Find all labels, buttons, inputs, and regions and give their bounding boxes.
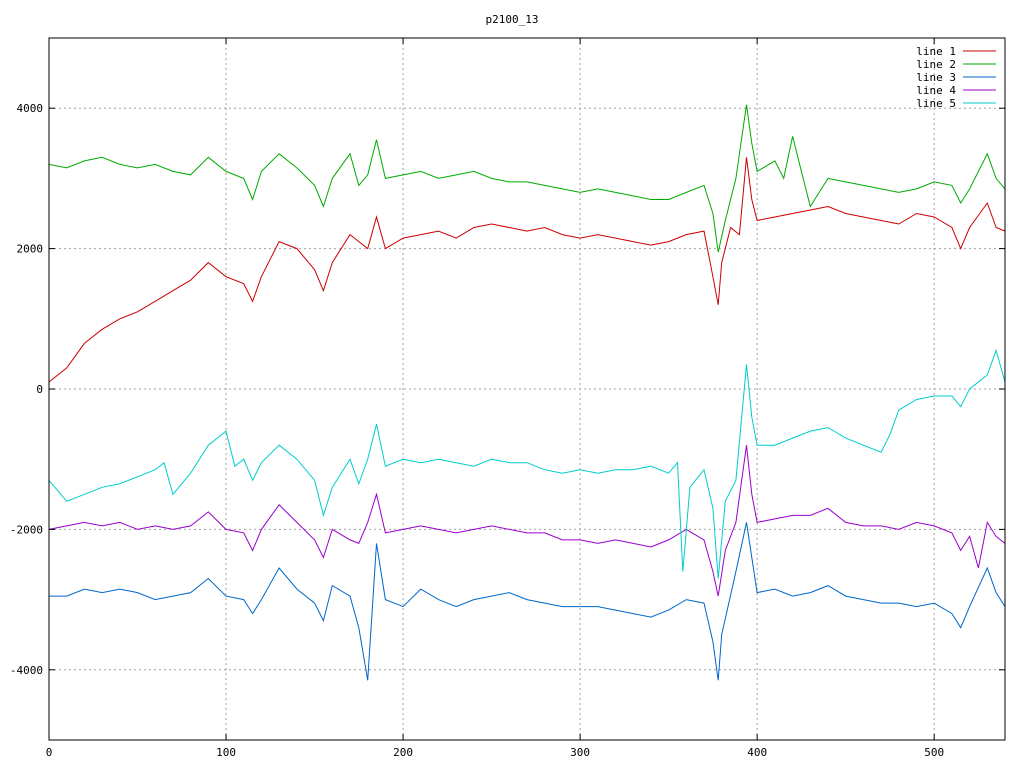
y-tick-label: 4000	[17, 102, 44, 115]
grid-layer	[49, 38, 1005, 740]
x-tick-label: 400	[747, 746, 767, 759]
y-tick-label: -2000	[10, 523, 43, 536]
y-tick-label: 2000	[17, 243, 44, 256]
x-tick-label: 100	[216, 746, 236, 759]
y-tick-label: -4000	[10, 664, 43, 677]
legend-label-2: line 2	[916, 58, 956, 71]
legend-label-1: line 1	[916, 45, 956, 58]
legend-label-4: line 4	[916, 84, 956, 97]
chart-title: p2100_13	[486, 13, 539, 26]
series-line-2	[48, 104, 1006, 253]
y-tick-label: 0	[36, 383, 43, 396]
series-line-4	[48, 445, 1006, 597]
plot-frame	[48, 37, 1006, 741]
x-tick-label: 0	[46, 746, 53, 759]
series-line-1	[48, 157, 1006, 383]
series-line-3	[49, 522, 1006, 681]
series-line-5	[48, 348, 1006, 579]
x-tick-label: 500	[924, 746, 944, 759]
x-tick-label: 300	[570, 746, 590, 759]
series-layer	[48, 104, 1006, 681]
legend-label-3: line 3	[916, 71, 956, 84]
x-tick-label: 200	[393, 746, 413, 759]
ticks-layer: 0 100 200 300 400 500 -4000 -2000 0 2000 4000	[10, 38, 1005, 759]
legend-label-5: line 5	[916, 97, 956, 110]
